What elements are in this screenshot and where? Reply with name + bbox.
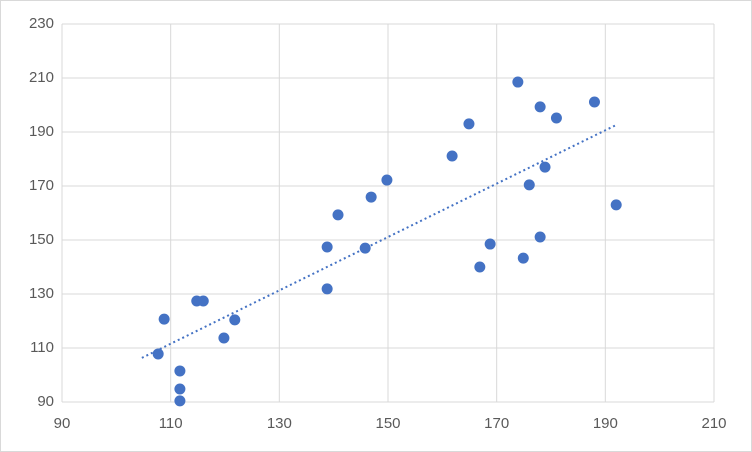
point [218, 332, 230, 344]
y-tick-label: 130 [29, 285, 54, 302]
point [174, 365, 186, 377]
x-tick-label: 170 [484, 415, 509, 432]
point [446, 150, 458, 162]
point [588, 96, 600, 108]
point [321, 241, 333, 253]
point [484, 238, 496, 250]
point [512, 76, 524, 88]
x-tick-label: 210 [701, 415, 726, 432]
point [463, 118, 475, 130]
y-tick-label: 90 [37, 393, 54, 410]
y-tick-label: 190 [29, 123, 54, 140]
y-tick-label: 110 [30, 339, 54, 356]
x-tick-label: 130 [267, 415, 292, 432]
x-tick-label: 150 [375, 415, 400, 432]
point [381, 174, 393, 186]
y-tick-label: 210 [29, 69, 54, 86]
x-tick-label: 110 [159, 415, 183, 432]
point [359, 242, 371, 254]
point [174, 383, 186, 395]
point [610, 199, 622, 211]
point [158, 313, 170, 325]
x-tick-label: 190 [593, 415, 618, 432]
point [474, 261, 486, 273]
point [332, 209, 344, 221]
point [321, 283, 333, 295]
point [365, 191, 377, 203]
y-tick-label: 150 [29, 231, 54, 248]
point [197, 295, 209, 307]
trendline [141, 124, 617, 359]
point [523, 179, 535, 191]
point [174, 395, 186, 407]
x-tick-label: 90 [54, 415, 71, 432]
y-tick-label: 170 [29, 177, 54, 194]
point [229, 314, 241, 326]
point [534, 231, 546, 243]
point [517, 252, 529, 264]
point [534, 101, 546, 113]
y-tick-label: 230 [29, 15, 54, 32]
point [550, 112, 562, 124]
point [539, 161, 551, 173]
point [152, 348, 164, 360]
